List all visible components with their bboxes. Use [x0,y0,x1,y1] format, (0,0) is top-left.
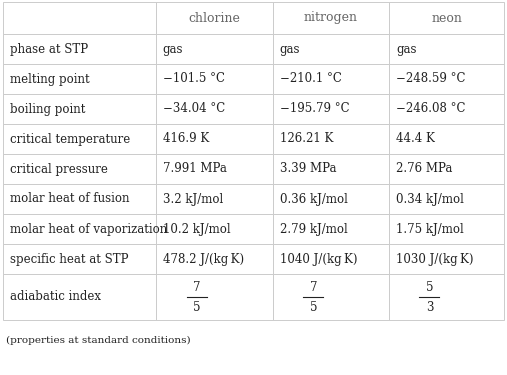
Bar [389,2,504,34]
Bar [156,64,273,94]
Text: 416.9 K: 416.9 K [163,132,209,146]
Bar [156,154,273,184]
Text: critical pressure: critical pressure [10,162,108,176]
Bar [273,34,389,64]
Bar [3,64,156,94]
Bar [3,2,156,34]
Bar [156,214,273,244]
Bar [3,124,156,154]
Text: −195.79 °C: −195.79 °C [279,102,349,116]
Text: 0.36 kJ/mol: 0.36 kJ/mol [279,192,347,206]
Bar [156,184,273,214]
Text: (properties at standard conditions): (properties at standard conditions) [6,336,191,345]
Bar [273,214,389,244]
Text: −210.1 °C: −210.1 °C [279,72,341,86]
Bar [389,154,504,184]
Text: boiling point: boiling point [10,102,85,116]
Text: 126.21 K: 126.21 K [279,132,333,146]
Text: 1030 J/(kg K): 1030 J/(kg K) [396,252,474,266]
Bar [3,214,156,244]
Bar [389,34,504,64]
Text: 1040 J/(kg K): 1040 J/(kg K) [279,252,357,266]
Text: gas: gas [163,42,184,56]
Bar [273,244,389,274]
Bar [156,2,273,34]
Text: phase at STP: phase at STP [10,42,88,56]
Text: −248.59 °C: −248.59 °C [396,72,466,86]
Text: 0.34 kJ/mol: 0.34 kJ/mol [396,192,464,206]
Text: 5: 5 [310,301,317,313]
Bar [389,214,504,244]
Text: 478.2 J/(kg K): 478.2 J/(kg K) [163,252,244,266]
Text: 7.991 MPa: 7.991 MPa [163,162,227,176]
Bar [273,64,389,94]
Bar [389,244,504,274]
Bar [389,64,504,94]
Text: 2.79 kJ/mol: 2.79 kJ/mol [279,222,347,236]
Bar [273,94,389,124]
Bar [273,2,389,34]
Bar [156,34,273,64]
Bar [273,274,389,320]
Bar [389,184,504,214]
Text: critical temperature: critical temperature [10,132,130,146]
Text: 7: 7 [193,281,200,294]
Text: molar heat of fusion: molar heat of fusion [10,192,129,206]
Text: 3: 3 [426,301,433,313]
Text: 2.76 MPa: 2.76 MPa [396,162,453,176]
Text: 10.2 kJ/mol: 10.2 kJ/mol [163,222,230,236]
Text: 5: 5 [193,301,200,313]
Text: molar heat of vaporization: molar heat of vaporization [10,222,167,236]
Bar [389,124,504,154]
Bar [273,154,389,184]
Text: 3.2 kJ/mol: 3.2 kJ/mol [163,192,223,206]
Bar [156,94,273,124]
Bar [3,184,156,214]
Text: 5: 5 [426,281,433,294]
Text: 3.39 MPa: 3.39 MPa [279,162,336,176]
Bar [3,94,156,124]
Text: melting point: melting point [10,72,90,86]
Text: gas: gas [396,42,417,56]
Bar [3,244,156,274]
Bar [3,274,156,320]
Text: 7: 7 [310,281,317,294]
Text: neon: neon [431,12,462,24]
Bar [3,34,156,64]
Bar [273,184,389,214]
Text: −101.5 °C: −101.5 °C [163,72,225,86]
Bar [389,94,504,124]
Bar [3,154,156,184]
Bar [156,124,273,154]
Bar [273,124,389,154]
Bar [156,274,273,320]
Text: adiabatic index: adiabatic index [10,291,101,303]
Text: 44.4 K: 44.4 K [396,132,435,146]
Bar [156,244,273,274]
Text: −34.04 °C: −34.04 °C [163,102,225,116]
Bar [389,274,504,320]
Text: −246.08 °C: −246.08 °C [396,102,466,116]
Text: 1.75 kJ/mol: 1.75 kJ/mol [396,222,464,236]
Text: gas: gas [279,42,300,56]
Text: chlorine: chlorine [188,12,240,24]
Text: nitrogen: nitrogen [304,12,358,24]
Text: specific heat at STP: specific heat at STP [10,252,128,266]
